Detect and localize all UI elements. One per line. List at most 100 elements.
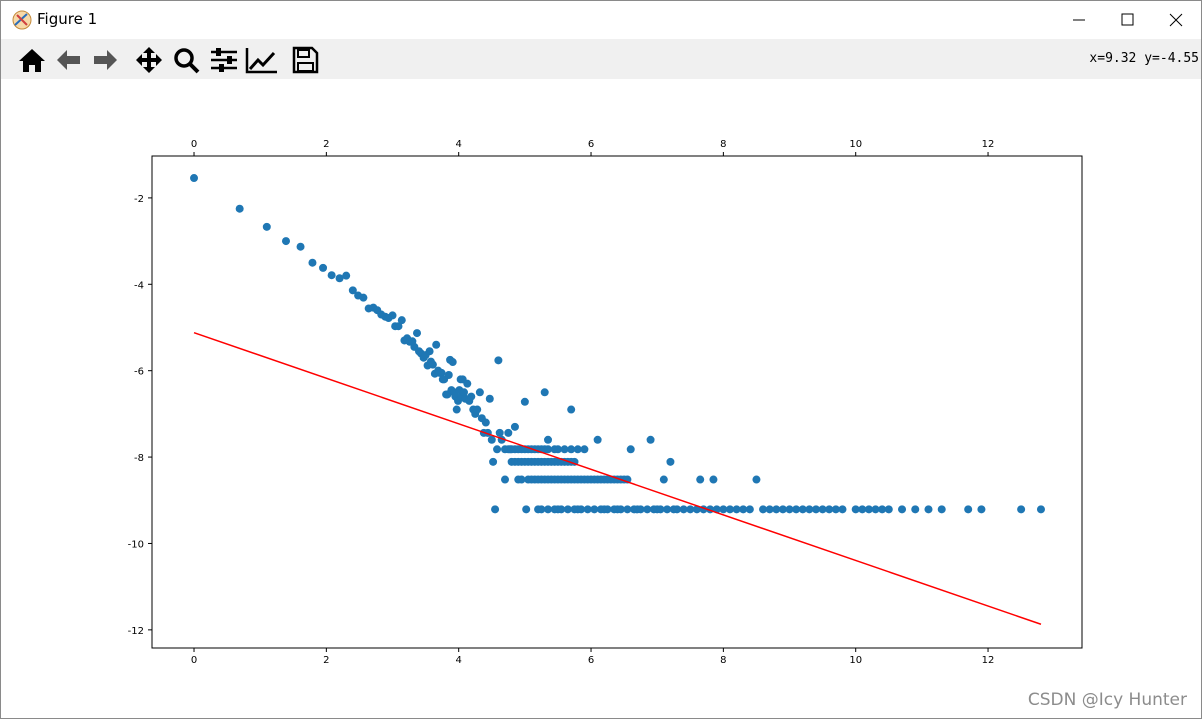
scatter-point: [570, 505, 579, 514]
scatter-point: [544, 505, 553, 514]
scatter-point: [425, 347, 434, 356]
scatter-point: [428, 360, 437, 369]
scatter-point: [649, 505, 658, 514]
scatter-point: [520, 457, 529, 466]
scatter-point: [610, 505, 619, 514]
scatter-point: [924, 505, 933, 514]
scatter-point: [911, 505, 920, 514]
scatter-point: [567, 405, 576, 414]
scatter-point: [550, 505, 559, 514]
scatter-point: [563, 505, 572, 514]
scatter-point: [732, 505, 741, 514]
scatter-point: [812, 505, 821, 514]
window-title: Figure 1: [37, 10, 98, 28]
scatter-point: [495, 428, 504, 437]
y-tick-label: -6: [134, 367, 144, 378]
scatter-point: [262, 222, 271, 231]
scatter-point: [557, 505, 566, 514]
x-top-tick-label: 6: [588, 139, 594, 150]
close[interactable]: [1169, 13, 1183, 27]
chart: 0 0 2 2 4 4 6 6 8 8 10 10 12 12 -2 -4 -6 -8 -10 -12: [128, 139, 1083, 666]
scatter-point: [964, 505, 973, 514]
app-icon: [12, 10, 32, 30]
x-top-tick-label: 2: [323, 139, 329, 150]
scatter-point: [752, 475, 761, 484]
title-bar: Figure 1: [1, 1, 1201, 39]
scatter-point: [481, 418, 490, 427]
scatter-point: [878, 505, 887, 514]
plot-area: [151, 155, 1083, 649]
pan-button[interactable]: [136, 47, 162, 73]
scatter-point: [553, 445, 562, 454]
zoom-button[interactable]: [174, 48, 200, 74]
y-tick-label: -2: [134, 194, 144, 205]
scatter-point: [583, 505, 592, 514]
scatter-point: [448, 358, 457, 367]
scatter-point: [977, 505, 986, 514]
scatter-point: [630, 505, 639, 514]
scatter-point: [281, 237, 290, 246]
maximize[interactable]: [1121, 13, 1134, 26]
scatter-point: [540, 388, 549, 397]
scatter-point: [669, 505, 678, 514]
save-button[interactable]: [292, 46, 319, 74]
scatter-point: [831, 505, 840, 514]
scatter-point: [577, 505, 586, 514]
scatter-point: [696, 475, 705, 484]
scatter-point: [759, 505, 768, 514]
x-top-tick-label: 8: [720, 139, 726, 150]
scatter-point: [308, 258, 317, 267]
scatter-point: [534, 457, 543, 466]
scatter-point: [626, 445, 635, 454]
scatter-point: [593, 435, 602, 444]
window-controls[interactable]: [1051, 1, 1201, 39]
y-tick-label: -12: [128, 626, 144, 637]
scatter-point: [475, 388, 484, 397]
configure-button[interactable]: [211, 48, 237, 72]
scatter-point: [342, 271, 351, 280]
cursor-coordinates: x=9.32 y=-4.55: [1089, 51, 1199, 66]
scatter-point: [557, 475, 566, 484]
scatter-point: [394, 322, 403, 331]
scatter-point: [567, 445, 576, 454]
scatter-point: [851, 505, 860, 514]
home-button[interactable]: [19, 49, 45, 72]
scatter-point: [452, 405, 461, 414]
scatter-point: [485, 394, 494, 403]
scatter-point: [514, 445, 523, 454]
scatter-point: [335, 274, 344, 283]
x-top-tick-label: 0: [191, 139, 197, 150]
scatter-point: [739, 505, 748, 514]
scatter-point: [825, 505, 834, 514]
toolbar: x=9.32 y=-4.55: [1, 39, 1201, 79]
scatter-point: [459, 388, 468, 397]
x-tick-label: 6: [588, 655, 594, 666]
scatter-point: [359, 293, 368, 302]
scatter-point: [745, 505, 754, 514]
scatter-point: [190, 174, 199, 183]
scatter-point: [527, 475, 536, 484]
scatter-point: [725, 505, 734, 514]
back-button[interactable]: [57, 50, 80, 70]
scatter-point: [504, 428, 513, 437]
scatter-point: [327, 271, 336, 280]
scatter-point: [937, 505, 946, 514]
x-tick-label: 2: [323, 655, 329, 666]
edit-axis-button[interactable]: [245, 48, 277, 74]
y-tick-label: -8: [134, 453, 144, 464]
scatter-point: [596, 505, 605, 514]
scatter-point: [603, 505, 612, 514]
scatter-point: [792, 505, 801, 514]
scatter-point: [489, 457, 498, 466]
x-tick-label: 4: [456, 655, 462, 666]
x-tick-label: 8: [720, 655, 726, 666]
scatter-point: [388, 311, 397, 320]
forward-button[interactable]: [94, 50, 117, 70]
scatter-point: [805, 505, 814, 514]
scatter-point: [235, 204, 244, 213]
scatter-point: [663, 505, 672, 514]
scatter-point: [501, 475, 510, 484]
scatter-point: [864, 505, 873, 514]
scatter-point: [560, 445, 569, 454]
